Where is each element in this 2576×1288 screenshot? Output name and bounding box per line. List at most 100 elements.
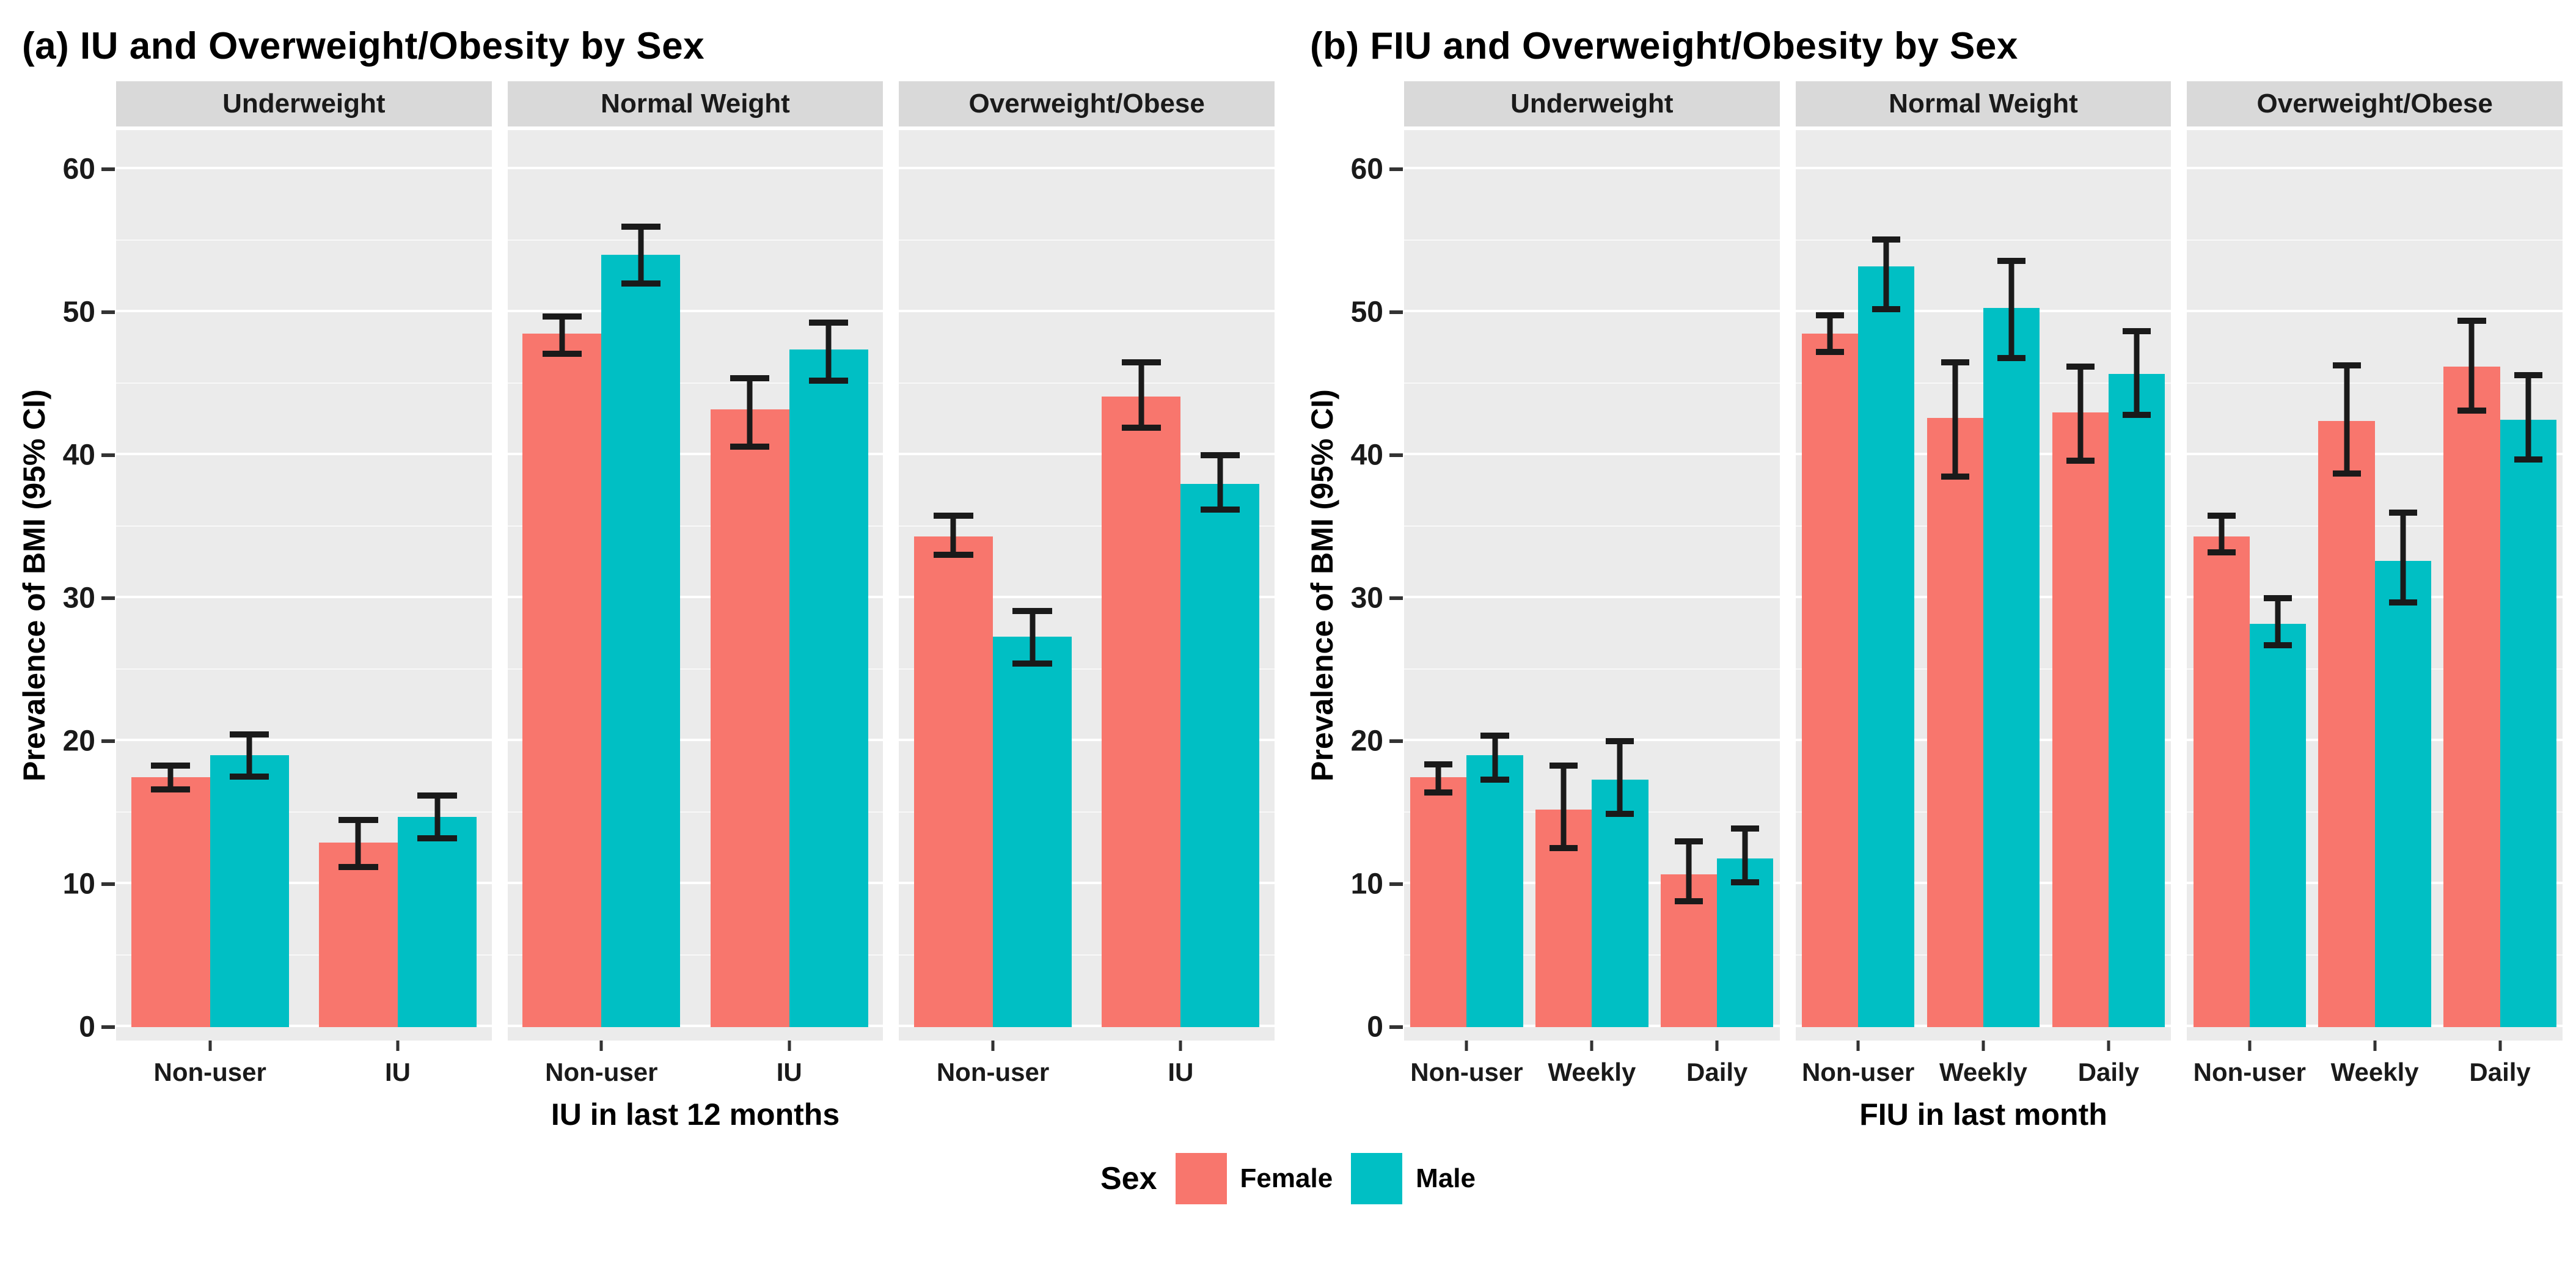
x-label: Non-user (1410, 1058, 1523, 1086)
panel-a-y-axis: Prevalence of BMI (95% CI) 0 10 20 30 40 50 60 (13, 81, 116, 1132)
error-bar-female-non-user (1424, 761, 1453, 796)
plot-area (507, 130, 884, 1041)
x-tick-mark (1465, 1041, 1468, 1051)
error-bar-cap (1815, 349, 1845, 356)
x-tick-mark (1590, 1041, 1594, 1051)
error-bar-female-daily (2066, 364, 2095, 464)
error-bar-cap (2263, 642, 2292, 648)
x-label: Non-user (153, 1058, 266, 1086)
y-tick-label: 30 (1350, 582, 1383, 615)
x-tick-mark (2107, 1041, 2110, 1051)
female-color-swatch (1175, 1153, 1227, 1204)
error-bar-male-non-user (1872, 236, 1901, 312)
error-bar-female-daily (1675, 838, 1703, 904)
bar-male-iu (1180, 483, 1260, 1027)
error-bar-stem (825, 319, 832, 384)
major-gridline (116, 310, 492, 312)
error-bar-cap (150, 763, 191, 769)
error-bar-stem (2275, 595, 2281, 648)
error-bar-stem (2134, 327, 2140, 419)
bar-female-weekly (1927, 418, 1983, 1027)
x-label-row: Non-user IU (508, 1058, 884, 1087)
y-tick-mark (1389, 453, 1403, 457)
error-bar-cap (2388, 509, 2417, 516)
minor-gridline (899, 240, 1275, 241)
minor-gridline (507, 954, 884, 956)
minor-gridline (116, 382, 492, 384)
y-tick-mark (101, 453, 115, 457)
major-gridline (116, 882, 492, 884)
y-tick-mark (1389, 310, 1403, 314)
x-tick-mark (1981, 1041, 1985, 1051)
minor-gridline (1404, 240, 1780, 241)
y-tick-label: 20 (62, 725, 95, 758)
error-bar-stem (355, 817, 361, 870)
legend-title: Sex (1100, 1161, 1157, 1196)
major-gridline (1404, 739, 1780, 741)
x-label: Weekly (2330, 1058, 2419, 1086)
error-bar-stem (434, 792, 441, 841)
y-tick-mark (1389, 739, 1403, 743)
error-bar-male-daily (2514, 372, 2542, 463)
x-label-row: Non-user Weekly Daily (1796, 1058, 2172, 1087)
panel-a-x-axis-title: IU in last 12 months (551, 1097, 840, 1132)
bar-female-iu (318, 843, 398, 1027)
error-bar-male-iu (808, 319, 849, 384)
error-bar-cap (338, 863, 378, 870)
x-label: Weekly (1939, 1058, 2027, 1086)
x-tick-mark (1179, 1041, 1182, 1051)
major-gridline (1404, 310, 1780, 312)
major-gridline (116, 739, 492, 741)
error-bar-stem (638, 223, 644, 287)
x-tick-mark (208, 1041, 212, 1051)
facet-underweight: Underweight Non-user Weekly Daily (1404, 81, 1780, 1087)
error-bar-stem (1030, 608, 1036, 667)
error-bar-female-weekly (2332, 362, 2361, 477)
minor-gridline (899, 668, 1275, 670)
error-bar-cap (542, 350, 582, 357)
x-tick-row (899, 1041, 1275, 1053)
bar-male-weekly (2374, 561, 2431, 1027)
minor-gridline (1404, 382, 1780, 384)
error-bar-cap (730, 443, 770, 450)
y-tick-mark (101, 739, 115, 743)
error-bar-cap (1606, 811, 1634, 818)
error-bar-cap (730, 375, 770, 381)
y-tick-mark (101, 596, 115, 600)
error-bar-stem (2008, 258, 2014, 361)
plot-area (116, 130, 492, 1041)
bar-male-non-user (1858, 266, 1915, 1027)
error-bar-cap (621, 280, 661, 287)
x-tick-mark (2498, 1041, 2502, 1051)
error-bar-cap (2457, 318, 2486, 324)
error-bar-cap (934, 512, 973, 519)
error-bar-male-non-user (229, 731, 269, 780)
error-bar-stem (167, 763, 174, 793)
error-bar-cap (2122, 327, 2151, 334)
x-tick-mark (788, 1041, 791, 1051)
bar-female-daily (2443, 366, 2500, 1027)
error-bar-female-non-user (1815, 312, 1845, 356)
minor-gridline (2187, 525, 2563, 527)
error-bar-cap (2122, 412, 2151, 419)
major-gridline (899, 167, 1275, 169)
error-bar-female-iu (1121, 359, 1162, 431)
panel-b-facets: Underweight Non-user Weekly Daily Normal Wei… (1404, 81, 2563, 1132)
major-gridline (116, 596, 492, 598)
error-bar-cap (229, 731, 269, 737)
bar-female-iu (1102, 397, 1181, 1027)
charts-row: (a) IU and Overweight/Obesity by Sex Pre… (13, 25, 2563, 1132)
facet-strip: Overweight/Obese (899, 81, 1275, 126)
bar-female-non-user (131, 777, 210, 1027)
y-tick-mark (101, 167, 115, 171)
major-gridline (899, 1025, 1275, 1027)
error-bar-female-non-user (934, 512, 973, 558)
error-bar-cap (1424, 789, 1453, 796)
x-label: Daily (2077, 1058, 2140, 1086)
error-bar-cap (1815, 312, 1845, 319)
minor-gridline (116, 811, 492, 813)
error-bar-cap (1200, 506, 1240, 513)
legend-label-female: Female (1240, 1163, 1333, 1193)
major-gridline (116, 1025, 492, 1027)
y-tick-label: 40 (62, 439, 95, 472)
